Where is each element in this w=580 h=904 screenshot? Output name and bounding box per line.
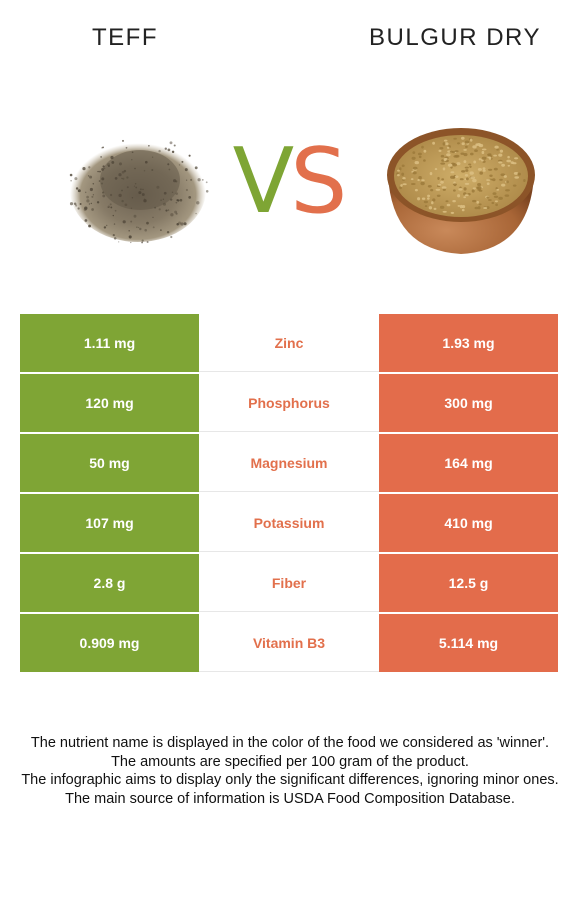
nutrient-name: Potassium [199, 494, 379, 552]
table-row: 107 mg Potassium 410 mg [20, 494, 558, 554]
nutrient-name: Zinc [199, 314, 379, 372]
teff-value: 120 mg [20, 374, 199, 432]
table-row: 0.909 mg Vitamin B3 5.114 mg [20, 614, 558, 674]
bulgur-value: 5.114 mg [379, 614, 558, 672]
note-amounts: The amounts are specified per 100 gram o… [111, 753, 469, 770]
table-row: 120 mg Phosphorus 300 mg [20, 374, 558, 434]
teff-value: 0.909 mg [20, 614, 199, 672]
bulgur-value: 300 mg [379, 374, 558, 432]
vs-v: V [232, 129, 295, 234]
bulgur-image [387, 128, 535, 254]
nutrient-name: Magnesium [199, 434, 379, 492]
teff-value: 107 mg [20, 494, 199, 552]
table-row: 50 mg Magnesium 164 mg [20, 434, 558, 494]
nutrient-name: Fiber [199, 554, 379, 612]
note-source: The main source of information is USDA F… [65, 790, 515, 807]
bulgur-value: 410 mg [379, 494, 558, 552]
note-winner: The nutrient name is displayed in the co… [30, 735, 550, 751]
nutrient-table: 1.11 mg Zinc 1.93 mg 120 mg Phosphorus 300 mg… [20, 314, 558, 674]
bulgur-value: 12.5 g [379, 554, 558, 612]
table-row: 2.8 g Fiber 12.5 g [20, 554, 558, 614]
bulgur-title: BULGUR DRY [369, 24, 541, 51]
teff-value: 2.8 g [20, 554, 199, 612]
table-row: 1.11 mg Zinc 1.93 mg [20, 314, 558, 374]
bulgur-value: 164 mg [379, 434, 558, 492]
bulgur-value: 1.93 mg [379, 314, 558, 372]
footnotes: The nutrient name is displayed in the co… [20, 734, 560, 808]
nutrient-name: Phosphorus [199, 374, 379, 432]
vs-label: VS [218, 132, 358, 232]
nutrient-name: Vitamin B3 [199, 614, 379, 672]
vs-s: S [290, 129, 347, 234]
note-significance: The infographic aims to display only the… [21, 772, 559, 788]
teff-value: 50 mg [20, 434, 199, 492]
teff-value: 1.11 mg [20, 314, 199, 372]
teff-image [69, 138, 209, 244]
teff-title: TEFF [92, 24, 158, 51]
